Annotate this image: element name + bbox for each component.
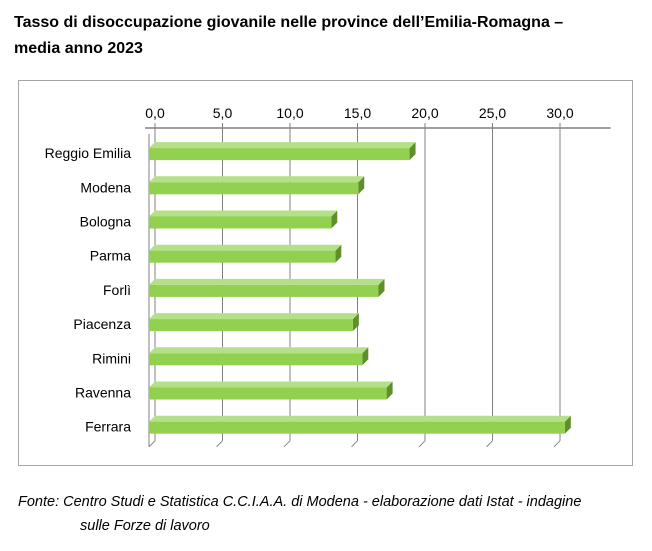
bar-1 (149, 182, 359, 195)
gridline-foot-1 (216, 440, 223, 448)
bar-5 (149, 319, 353, 332)
bar-0 (149, 148, 410, 161)
chart-frame: 0,0 5,0 10,0 15,0 20,0 25,0 30,0 Reggio Emilia M… (18, 80, 633, 466)
bar-top-4 (149, 278, 385, 285)
bar-4 (149, 284, 379, 297)
source-line-1: Fonte: Centro Studi e Statistica C.C.I.A… (18, 494, 582, 510)
bar-top-1 (149, 176, 365, 183)
source-line-2: sulle Forze di lavoro (80, 518, 210, 534)
bar-8 (149, 421, 565, 434)
bar-top-6 (149, 347, 369, 354)
gridline-foot-4 (418, 440, 426, 448)
bar-top-3 (149, 244, 342, 251)
bar-7 (149, 387, 387, 400)
x-tick-label-6: 30,0 (546, 105, 573, 121)
x-tick-label-3: 15,0 (344, 105, 371, 121)
chart-title: Tasso di disoccupazione giovanile nelle … (14, 10, 634, 62)
bar-top-8 (149, 415, 571, 422)
bar-top-7 (149, 381, 393, 388)
bar-top-2 (149, 210, 338, 217)
category-label-7: Ravenna (75, 385, 131, 401)
x-tick-label-4: 20,0 (411, 105, 438, 121)
category-label-4: Forlì (103, 282, 131, 298)
bar-chart: 0,0 5,0 10,0 15,0 20,0 25,0 30,0 Reggio Emilia M… (45, 105, 611, 448)
category-label-6: Rimini (92, 350, 131, 366)
bar-top-0 (149, 142, 416, 149)
category-label-8: Ferrara (85, 419, 131, 435)
gridline-foot-0 (148, 440, 156, 448)
category-label-5: Piacenza (73, 316, 131, 332)
gridline-foot-5 (486, 440, 493, 448)
category-label-2: Bologna (80, 214, 132, 230)
x-tick-label-5: 25,0 (479, 105, 506, 121)
category-label-1: Modena (80, 179, 131, 195)
bar-side-0 (409, 142, 416, 161)
gridline-foot-3 (351, 440, 358, 448)
gridline-foot-2 (283, 440, 291, 448)
chart-title-line-1: Tasso di disoccupazione giovanile nelle … (14, 14, 564, 31)
gridline-foot-6 (553, 440, 561, 448)
bar-top-5 (149, 313, 359, 320)
chart-title-line-2: media anno 2023 (14, 40, 143, 57)
bar-3 (149, 250, 336, 263)
bar-6 (149, 353, 363, 366)
source-note: Fonte: Centro Studi e Statistica C.C.I.A… (18, 490, 648, 538)
x-tick-label-0: 0,0 (145, 105, 165, 121)
category-label-0: Reggio Emilia (45, 145, 132, 161)
x-tick-label-1: 5,0 (213, 105, 233, 121)
bar-2 (149, 216, 332, 229)
category-label-3: Parma (90, 248, 131, 264)
x-tick-label-2: 10,0 (276, 105, 303, 121)
